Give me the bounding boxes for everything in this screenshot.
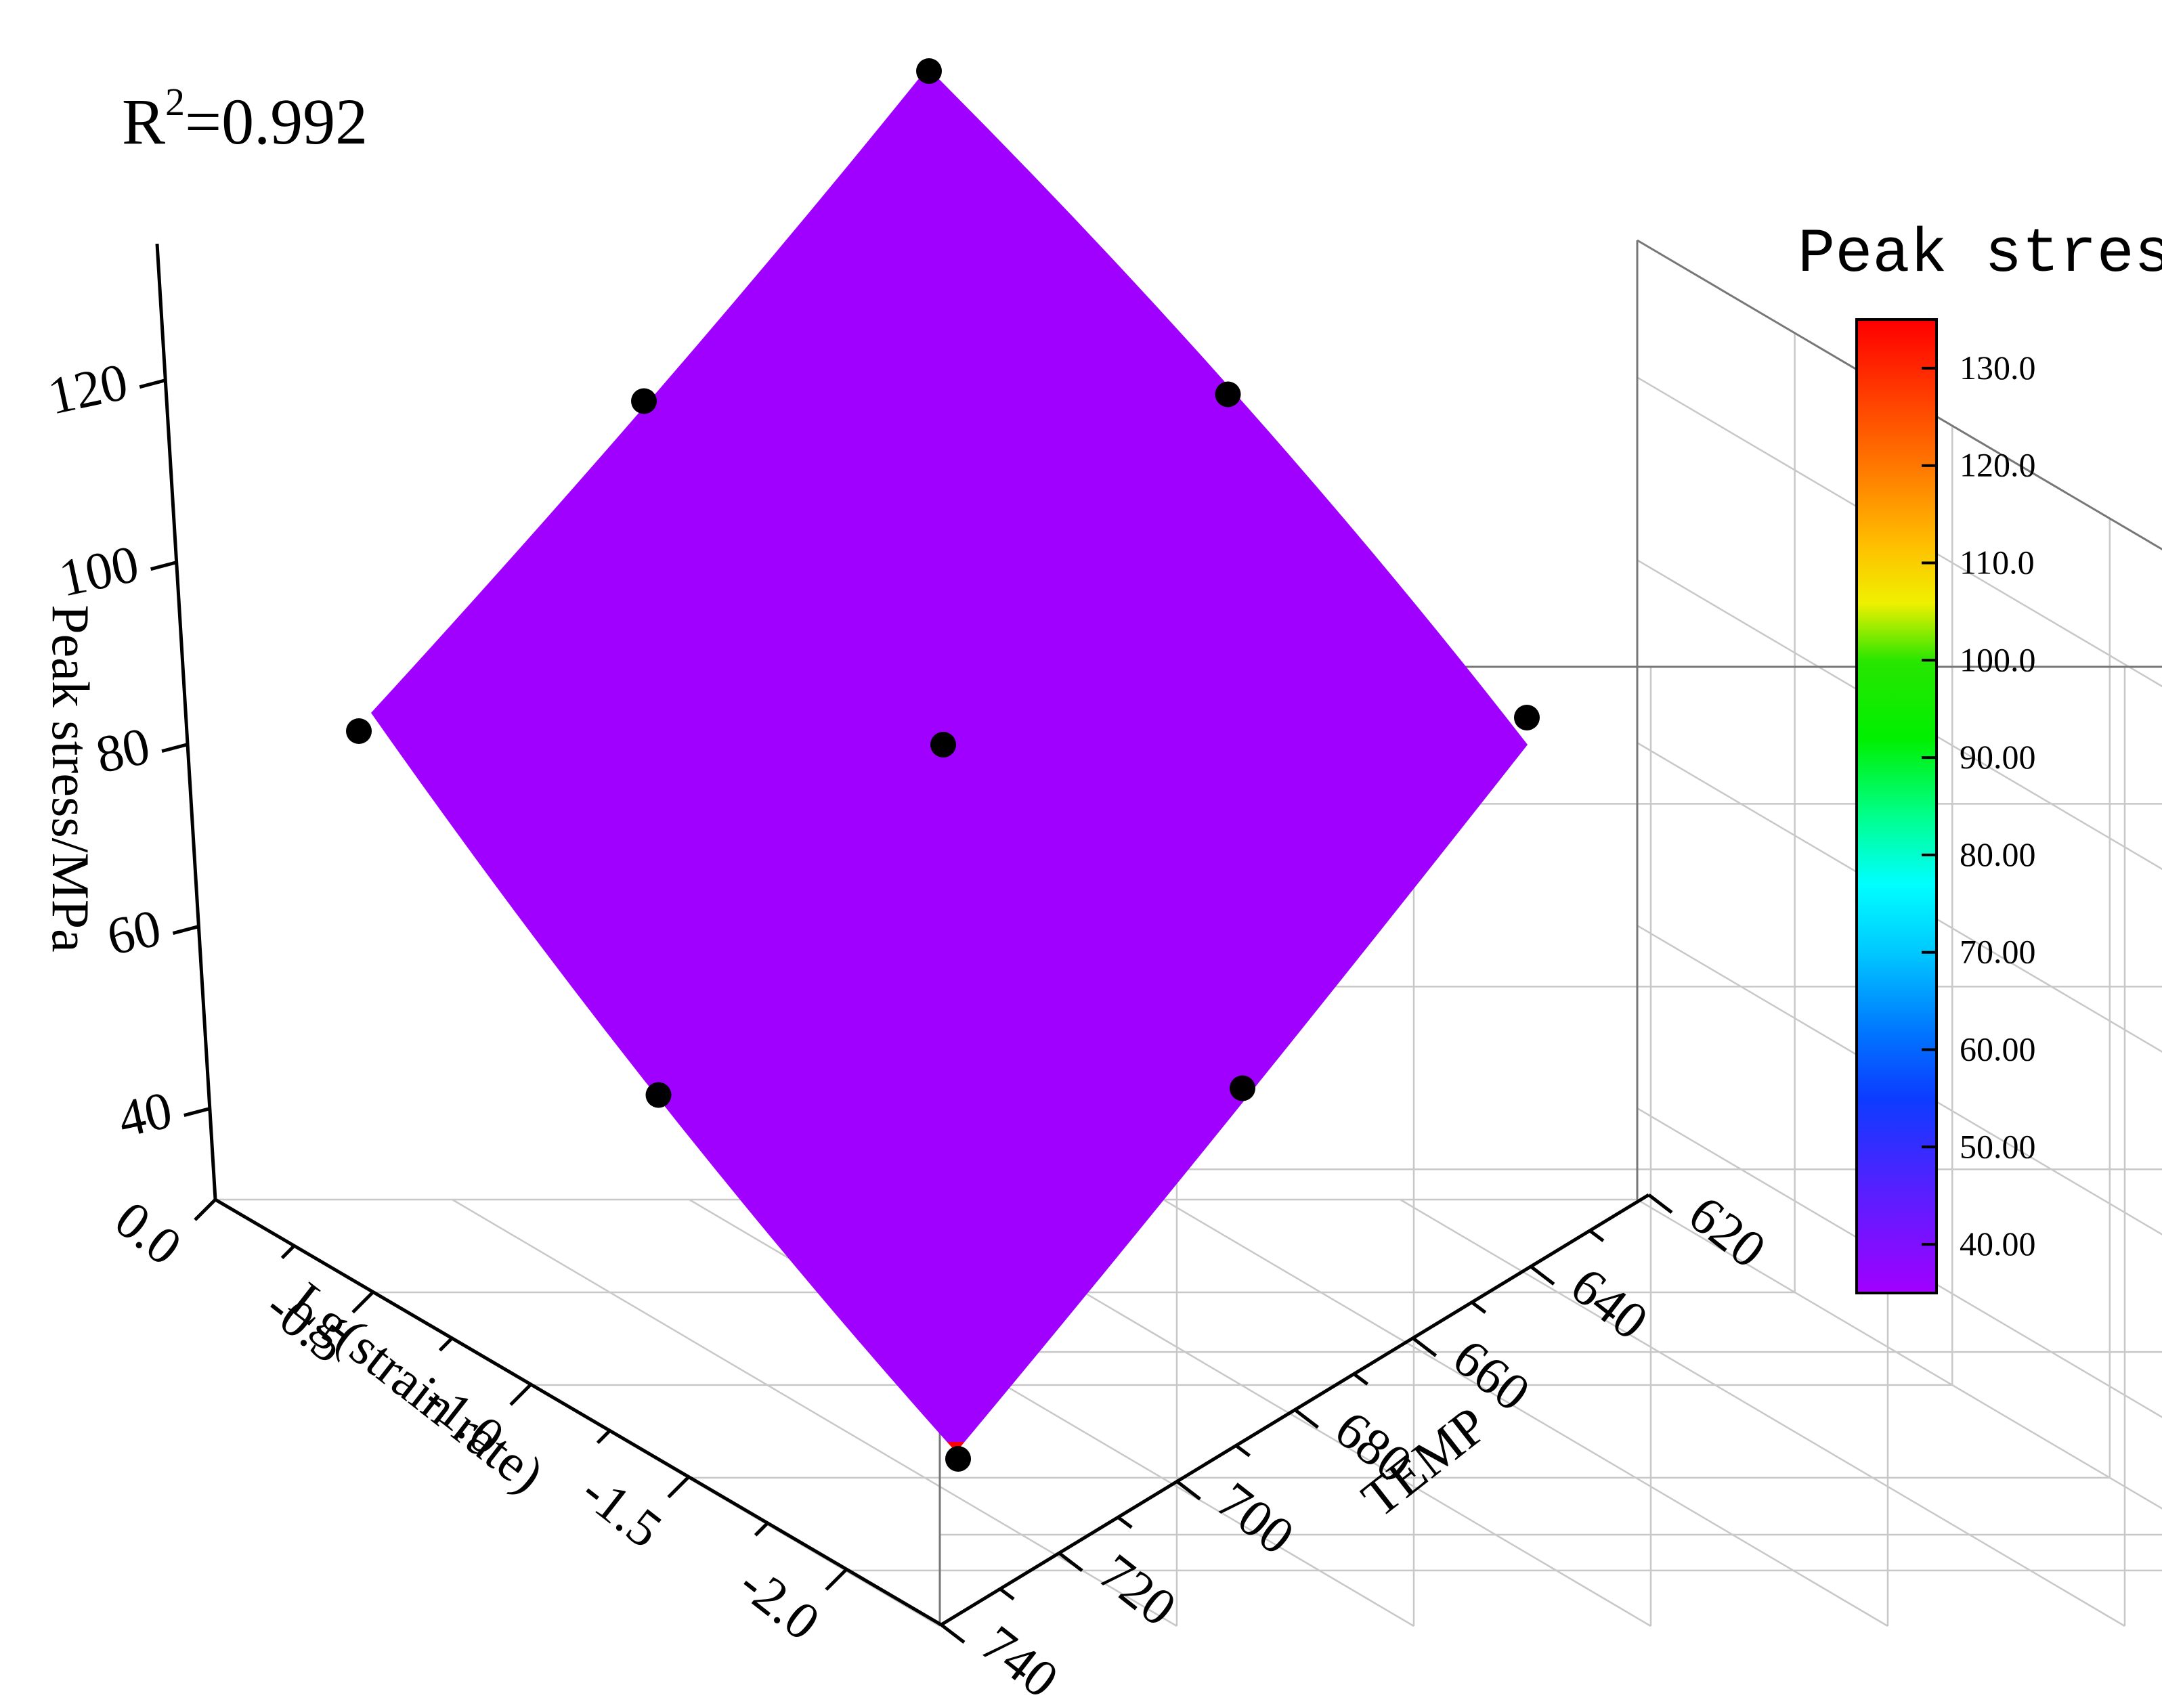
data-point bbox=[945, 1446, 971, 1472]
z-tick-label: 120 bbox=[43, 351, 133, 425]
y-tick-mark bbox=[1412, 1336, 1437, 1357]
colorbar bbox=[1855, 318, 1938, 1294]
colorbar-tick-label: 60.00 bbox=[1960, 1030, 2036, 1068]
colorbar-title: Peak stress bbox=[1798, 219, 2162, 290]
colorbar-tick-label: 100.0 bbox=[1960, 640, 2036, 678]
z-axis-title: Peak stress/MPa bbox=[41, 605, 100, 952]
z-axis-line bbox=[155, 243, 217, 1200]
z-tick-mark bbox=[139, 378, 166, 389]
x-axis-title: Lg(strain rate) bbox=[280, 1271, 555, 1504]
y-minor-tick bbox=[1471, 1300, 1487, 1314]
x-tick-label: 0.0 bbox=[104, 1189, 192, 1277]
x-tick-label: -2.0 bbox=[729, 1554, 831, 1652]
colorbar-tick-label: 70.00 bbox=[1960, 933, 2036, 971]
r-squared-annotation: R2=0.992 bbox=[122, 80, 368, 158]
y-tick-label: 640 bbox=[1560, 1256, 1659, 1351]
x-minor-tick bbox=[596, 1429, 611, 1445]
z-tick-label: 100 bbox=[54, 533, 144, 607]
y-tick-label: 620 bbox=[1678, 1184, 1777, 1279]
x-tick-mark bbox=[667, 1475, 690, 1499]
y-tick-mark bbox=[1175, 1480, 1201, 1501]
data-point bbox=[645, 1082, 672, 1108]
x-minor-tick bbox=[438, 1337, 454, 1352]
r-squared-sup: 2 bbox=[165, 80, 185, 124]
y-tick-label: 700 bbox=[1207, 1470, 1305, 1566]
r-squared-value: =0.992 bbox=[185, 85, 368, 158]
z-tick-mark bbox=[150, 561, 177, 571]
x-tick-label: -1.5 bbox=[571, 1461, 673, 1559]
z-tick-mark bbox=[172, 925, 200, 935]
x-axis-line bbox=[214, 1198, 943, 1627]
fitted-surface bbox=[371, 68, 1528, 1452]
y-tick-mark bbox=[1530, 1265, 1555, 1286]
colorbar-tick-label: 110.0 bbox=[1960, 544, 2035, 582]
colorbar-tick-label: 120.0 bbox=[1960, 446, 2036, 484]
y-tick-mark bbox=[1058, 1552, 1083, 1573]
x-minor-tick bbox=[280, 1244, 296, 1260]
data-points bbox=[346, 58, 1540, 1472]
y-minor-tick bbox=[1588, 1229, 1605, 1242]
data-point bbox=[1230, 1075, 1255, 1101]
y-minor-tick bbox=[1234, 1444, 1251, 1458]
data-point bbox=[1514, 705, 1540, 730]
colorbar-tick-label: 80.00 bbox=[1960, 835, 2036, 873]
data-point bbox=[916, 58, 942, 84]
z-tick-mark bbox=[183, 1107, 211, 1117]
z-tick-label: 60 bbox=[102, 898, 166, 966]
z-tick-label: 40 bbox=[113, 1080, 177, 1148]
r-squared-base: R bbox=[122, 85, 165, 158]
y-tick-mark bbox=[940, 1623, 966, 1644]
y-minor-tick bbox=[1353, 1372, 1369, 1386]
x-tick-mark bbox=[825, 1568, 848, 1591]
colorbar-ticks: 130.0 120.0 110.0 100.0 90.00 80.00 70.00 60.00… bbox=[1922, 349, 2036, 1263]
data-point bbox=[346, 718, 372, 744]
colorbar-tick-label: 130.0 bbox=[1960, 349, 2036, 387]
x-minor-tick bbox=[754, 1522, 769, 1537]
y-tick-mark bbox=[1647, 1194, 1673, 1214]
data-point bbox=[1215, 381, 1241, 408]
data-point bbox=[631, 388, 657, 414]
colorbar-tick-label: 40.00 bbox=[1960, 1225, 2036, 1263]
z-tick-mark bbox=[161, 743, 188, 753]
x-tick-mark bbox=[509, 1383, 532, 1406]
y-tick-label: 740 bbox=[970, 1614, 1069, 1708]
z-tick-label: 80 bbox=[91, 716, 154, 784]
y-minor-tick bbox=[999, 1587, 1015, 1601]
data-point bbox=[930, 732, 956, 758]
colorbar-tick-label: 90.00 bbox=[1960, 738, 2036, 776]
y-tick-mark bbox=[1293, 1408, 1320, 1429]
x-tick-mark bbox=[351, 1290, 374, 1314]
colorbar-tick-label: 50.00 bbox=[1960, 1127, 2036, 1165]
y-minor-tick bbox=[1117, 1516, 1133, 1529]
x-tick-mark bbox=[194, 1198, 217, 1221]
